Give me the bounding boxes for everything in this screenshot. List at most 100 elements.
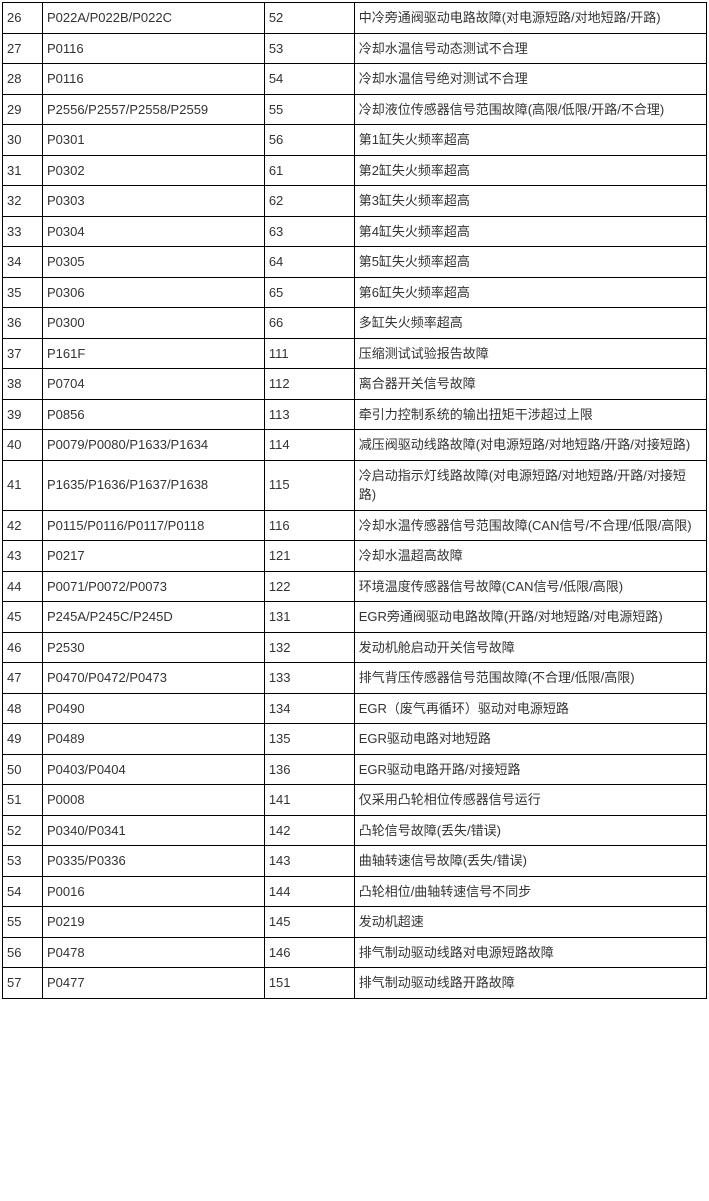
table-cell: P0489: [42, 724, 264, 755]
table-cell: 仅采用凸轮相位传感器信号运行: [354, 785, 706, 816]
table-row: 44P0071/P0072/P0073122环境温度传感器信号故障(CAN信号/…: [3, 571, 707, 602]
table-cell: P0403/P0404: [42, 754, 264, 785]
table-cell: 122: [264, 571, 354, 602]
table-cell: 48: [3, 693, 43, 724]
table-cell: 冷却水温信号绝对测试不合理: [354, 64, 706, 95]
table-cell: 发动机舱启动开关信号故障: [354, 632, 706, 663]
table-row: 40P0079/P0080/P1633/P1634114减压阀驱动线路故障(对电…: [3, 430, 707, 461]
table-cell: 34: [3, 247, 43, 278]
table-cell: P0335/P0336: [42, 846, 264, 877]
table-cell: EGR旁通阀驱动电路故障(开路/对地短路/对电源短路): [354, 602, 706, 633]
table-cell: 26: [3, 3, 43, 34]
table-cell: 112: [264, 369, 354, 400]
table-cell: 冷却水温传感器信号范围故障(CAN信号/不合理/低限/高限): [354, 510, 706, 541]
table-cell: 63: [264, 216, 354, 247]
table-cell: 27: [3, 33, 43, 64]
table-row: 26P022A/P022B/P022C52中冷旁通阀驱动电路故障(对电源短路/对…: [3, 3, 707, 34]
table-row: 47P0470/P0472/P0473133排气背压传感器信号范围故障(不合理/…: [3, 663, 707, 694]
table-cell: 牵引力控制系统的输出扭矩干涉超过上限: [354, 399, 706, 430]
table-cell: 第5缸失火频率超高: [354, 247, 706, 278]
table-cell: 54: [3, 876, 43, 907]
table-cell: 144: [264, 876, 354, 907]
table-cell: 134: [264, 693, 354, 724]
table-cell: 冷却水温超高故障: [354, 541, 706, 572]
table-cell: 离合器开关信号故障: [354, 369, 706, 400]
table-cell: P0305: [42, 247, 264, 278]
table-cell: P0306: [42, 277, 264, 308]
table-cell: 排气背压传感器信号范围故障(不合理/低限/高限): [354, 663, 706, 694]
table-cell: 55: [3, 907, 43, 938]
table-cell: 28: [3, 64, 43, 95]
table-cell: P0340/P0341: [42, 815, 264, 846]
table-row: 54P0016144凸轮相位/曲轴转速信号不同步: [3, 876, 707, 907]
table-row: 31P030261第2缸失火频率超高: [3, 155, 707, 186]
table-cell: 凸轮相位/曲轴转速信号不同步: [354, 876, 706, 907]
table-row: 46P2530132发动机舱启动开关信号故障: [3, 632, 707, 663]
table-row: 49P0489135EGR驱动电路对地短路: [3, 724, 707, 755]
table-row: 34P030564第5缸失火频率超高: [3, 247, 707, 278]
table-cell: P0116: [42, 64, 264, 95]
table-row: 43P0217121冷却水温超高故障: [3, 541, 707, 572]
table-cell: 曲轴转速信号故障(丢失/错误): [354, 846, 706, 877]
table-cell: 冷却液位传感器信号范围故障(高限/低限/开路/不合理): [354, 94, 706, 125]
table-cell: 冷却水温信号动态测试不合理: [354, 33, 706, 64]
table-cell: 37: [3, 338, 43, 369]
table-row: 57P0477151排气制动驱动线路开路故障: [3, 968, 707, 999]
table-cell: 35: [3, 277, 43, 308]
table-cell: 43: [3, 541, 43, 572]
table-cell: 31: [3, 155, 43, 186]
table-cell: P0302: [42, 155, 264, 186]
table-row: 56P0478146排气制动驱动线路对电源短路故障: [3, 937, 707, 968]
table-row: 30P030156第1缸失火频率超高: [3, 125, 707, 156]
table-cell: 46: [3, 632, 43, 663]
table-cell: P0219: [42, 907, 264, 938]
table-cell: 中冷旁通阀驱动电路故障(对电源短路/对地短路/开路): [354, 3, 706, 34]
table-cell: EGR（废气再循环）驱动对电源短路: [354, 693, 706, 724]
table-cell: P0016: [42, 876, 264, 907]
table-cell: P0300: [42, 308, 264, 339]
table-cell: 33: [3, 216, 43, 247]
table-cell: 冷启动指示灯线路故障(对电源短路/对地短路/开路/对接短路): [354, 460, 706, 510]
table-row: 41P1635/P1636/P1637/P1638115冷启动指示灯线路故障(对…: [3, 460, 707, 510]
table-cell: 132: [264, 632, 354, 663]
table-cell: 41: [3, 460, 43, 510]
table-cell: P0071/P0072/P0073: [42, 571, 264, 602]
table-cell: 29: [3, 94, 43, 125]
table-cell: P1635/P1636/P1637/P1638: [42, 460, 264, 510]
table-cell: 66: [264, 308, 354, 339]
table-cell: P0477: [42, 968, 264, 999]
table-cell: P0115/P0116/P0117/P0118: [42, 510, 264, 541]
table-row: 51P0008141仅采用凸轮相位传感器信号运行: [3, 785, 707, 816]
table-cell: 38: [3, 369, 43, 400]
table-row: 55P0219145发动机超速: [3, 907, 707, 938]
table-row: 35P030665第6缸失火频率超高: [3, 277, 707, 308]
table-cell: 42: [3, 510, 43, 541]
table-cell: 52: [3, 815, 43, 846]
table-cell: 50: [3, 754, 43, 785]
table-cell: P0008: [42, 785, 264, 816]
table-cell: 52: [264, 3, 354, 34]
table-cell: EGR驱动电路对地短路: [354, 724, 706, 755]
table-row: 48P0490134EGR（废气再循环）驱动对电源短路: [3, 693, 707, 724]
table-cell: P0856: [42, 399, 264, 430]
table-row: 33P030463第4缸失火频率超高: [3, 216, 707, 247]
table-cell: 减压阀驱动线路故障(对电源短路/对地短路/开路/对接短路): [354, 430, 706, 461]
table-cell: 36: [3, 308, 43, 339]
table-cell: 141: [264, 785, 354, 816]
table-cell: P0301: [42, 125, 264, 156]
table-cell: 145: [264, 907, 354, 938]
table-cell: 57: [3, 968, 43, 999]
table-cell: 121: [264, 541, 354, 572]
table-row: 42P0115/P0116/P0117/P0118116冷却水温传感器信号范围故…: [3, 510, 707, 541]
table-cell: 113: [264, 399, 354, 430]
table-cell: P2556/P2557/P2558/P2559: [42, 94, 264, 125]
table-cell: 56: [3, 937, 43, 968]
table-cell: 32: [3, 186, 43, 217]
table-cell: P0470/P0472/P0473: [42, 663, 264, 694]
table-cell: 47: [3, 663, 43, 694]
table-cell: P0217: [42, 541, 264, 572]
table-cell: 49: [3, 724, 43, 755]
table-cell: 发动机超速: [354, 907, 706, 938]
table-cell: 135: [264, 724, 354, 755]
table-cell: 45: [3, 602, 43, 633]
